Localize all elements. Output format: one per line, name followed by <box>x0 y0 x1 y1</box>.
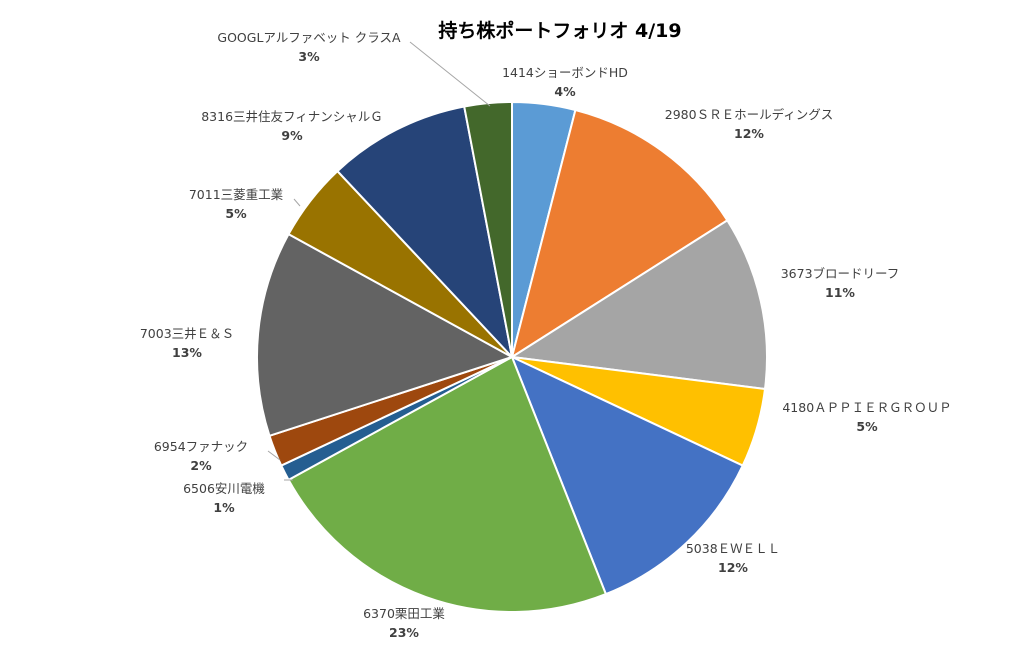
slice-name: 7011三菱重工業 <box>189 187 284 202</box>
slice-percent: 9% <box>281 128 303 143</box>
slice-name: 6370栗田工業 <box>363 606 445 621</box>
slice-percent: 13% <box>172 345 202 360</box>
slice-label-1: 2980ＳＲＥホールディングス 12% <box>665 107 833 141</box>
slice-name: 4180ＡＰＰＩＥＲＧＲＯＵＰ <box>782 400 951 415</box>
slice-percent: 3% <box>298 49 320 64</box>
pie-slice-8 <box>256 232 515 438</box>
slice-percent: 5% <box>225 206 247 221</box>
slice-percent: 12% <box>718 560 748 575</box>
leader-lines <box>267 41 491 481</box>
slice-percent: 12% <box>734 126 764 141</box>
slice-label-4: 5038ＥＷＥＬＬ 12% <box>686 541 780 575</box>
slice-name: 1414ショーボンドHD <box>502 65 628 80</box>
pie-slice-4 <box>510 355 745 596</box>
slice-name: 5038ＥＷＥＬＬ <box>686 541 780 556</box>
slice-label-6: 6506安川電機 1% <box>183 481 265 515</box>
slice-label-7: 6954ファナック 2% <box>154 439 248 473</box>
slice-label-8: 7003三井Ｅ＆Ｓ 13% <box>140 326 234 360</box>
slice-percent: 1% <box>213 500 235 515</box>
chart-title: 持ち株ポートフォリオ 4/19 <box>438 19 681 42</box>
slice-label-5: 6370栗田工業 23% <box>363 606 445 640</box>
slice-label-10: 8316三井住友フィナンシャルＧ 9% <box>201 109 383 143</box>
slice-percent: 4% <box>554 84 576 99</box>
slice-name: 8316三井住友フィナンシャルＧ <box>201 109 383 124</box>
pie-slice-11 <box>463 100 513 358</box>
slice-label-9: 7011三菱重工業 5% <box>189 187 284 221</box>
leader-line-11 <box>409 41 491 107</box>
slice-percent: 2% <box>190 458 212 473</box>
slice-labels: 1414ショーボンドHD 4% 2980ＳＲＥホールディングス 12% 3673ブロード… <box>140 30 952 640</box>
slice-percent: 23% <box>389 625 419 640</box>
slice-label-0: 1414ショーボンドHD 4% <box>502 65 628 99</box>
pie-slices <box>256 100 768 613</box>
slice-percent: 11% <box>825 285 855 300</box>
slice-name: 7003三井Ｅ＆Ｓ <box>140 326 234 341</box>
slice-name: 6506安川電機 <box>183 481 265 496</box>
slice-label-11: GOOGLアルファベット クラスA 3% <box>217 30 401 64</box>
slice-name: GOOGLアルファベット クラスA <box>217 30 401 45</box>
slice-percent: 5% <box>856 419 878 434</box>
pie-slice-2 <box>509 218 768 391</box>
pie-slice-1 <box>510 108 729 360</box>
leader-line-7 <box>267 450 281 461</box>
leader-line-9 <box>293 198 301 207</box>
slice-name: 2980ＳＲＥホールディングス <box>665 107 833 122</box>
slice-label-3: 4180ＡＰＰＩＥＲＧＲＯＵＰ 5% <box>782 400 951 434</box>
slice-name: 3673ブロードリーフ <box>781 266 900 281</box>
pie-slice-10 <box>336 105 514 361</box>
pie-slice-5 <box>287 355 608 613</box>
slice-label-2: 3673ブロードリーフ 11% <box>781 266 900 300</box>
slice-name: 6954ファナック <box>154 439 248 454</box>
